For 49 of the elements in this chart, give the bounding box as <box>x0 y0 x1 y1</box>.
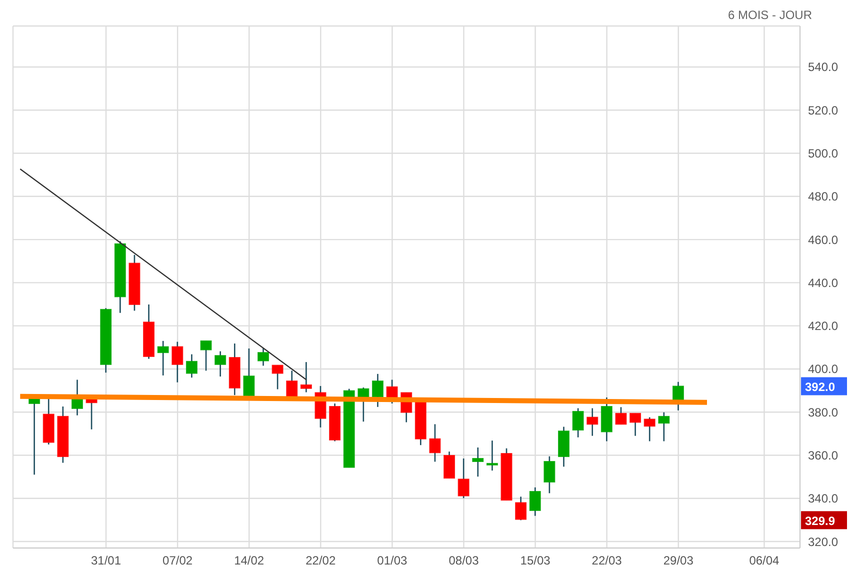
x-tick-label: 29/03 <box>663 554 694 568</box>
y-tick-label: 500.0 <box>808 146 838 161</box>
candlestick <box>372 373 384 408</box>
candlestick <box>172 341 184 383</box>
y-tick-label: 540.0 <box>808 60 838 74</box>
candlestick <box>486 440 498 472</box>
chart-subtitle: 6 MOIS - JOUR <box>728 8 812 22</box>
y-tick-label: 520.0 <box>808 103 838 118</box>
x-tick-label: 22/03 <box>592 554 622 568</box>
candlestick <box>157 340 169 376</box>
candlestick <box>586 408 598 436</box>
candlestick <box>472 446 484 478</box>
candlestick <box>615 406 627 425</box>
y-tick-label: 420.0 <box>808 319 838 334</box>
x-tick-label: 01/03 <box>377 554 408 568</box>
candlestick <box>429 424 441 462</box>
y-tick-label: 460.0 <box>808 232 838 247</box>
x-tick-label: 31/01 <box>90 554 122 568</box>
x-tick-label: 15/03 <box>520 554 551 568</box>
x-tick-label: 22/02 <box>306 554 336 568</box>
candlestick <box>200 340 212 372</box>
candlestick <box>458 458 470 499</box>
candlestick <box>243 348 255 398</box>
candlestick <box>515 496 527 521</box>
candlestick <box>572 408 584 438</box>
x-tick-label: 08/03 <box>448 554 480 568</box>
y-tick-label: 440.0 <box>808 276 838 290</box>
y-tick-label: 480.0 <box>808 190 838 204</box>
candlestick <box>658 412 670 442</box>
x-tick-label: 06/04 <box>749 554 780 568</box>
candlestick <box>630 412 642 436</box>
candlestick <box>544 456 556 494</box>
y-tick-label: 360.0 <box>808 448 838 463</box>
x-tick-label: 14/02 <box>234 554 264 568</box>
candlestick <box>186 354 198 378</box>
candlestick <box>529 486 541 517</box>
candlestick <box>214 350 226 378</box>
candlestick <box>272 364 284 390</box>
text: 392.0 <box>805 380 836 394</box>
y-tick-label: 340.0 <box>808 492 838 506</box>
candlestick <box>300 361 312 393</box>
y-tick-label: 320.0 <box>808 534 838 549</box>
y-tick-label: 400.0 <box>808 362 838 376</box>
text: 329.9 <box>805 514 836 528</box>
x-tick-label: 07/02 <box>162 554 193 568</box>
y-tick-label: 380.0 <box>808 405 838 420</box>
candlestick <box>444 450 456 479</box>
candlestick <box>644 416 656 442</box>
candlestick <box>258 347 270 366</box>
